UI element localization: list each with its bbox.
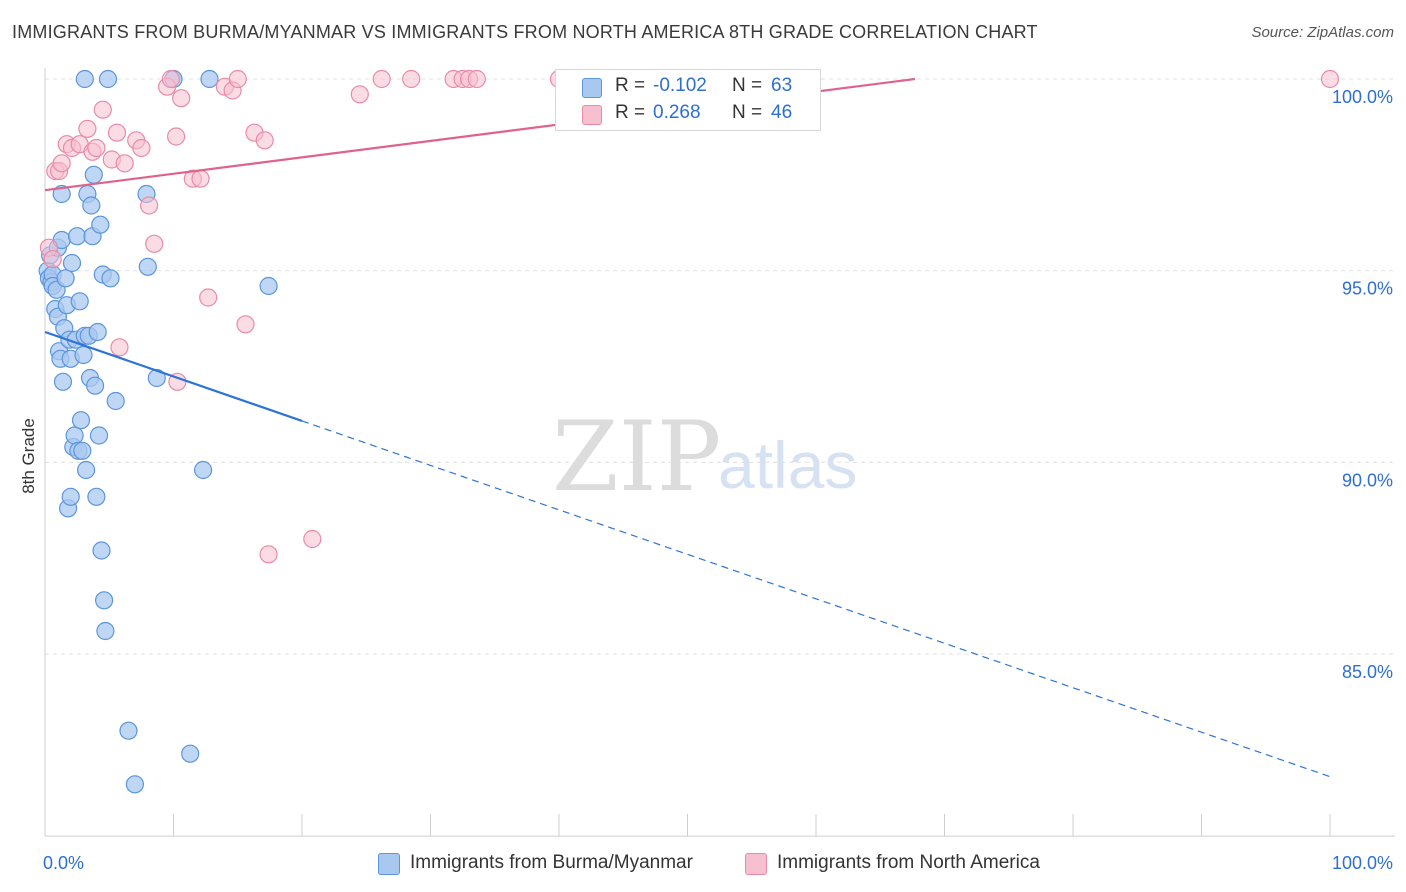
burma-point [96, 621, 115, 641]
axes [44, 68, 1395, 837]
r-label: R = [615, 102, 646, 123]
burma-point [88, 322, 107, 342]
axis-labels: 8th Grade 85.0% 90.0% 95.0% 100.0% 0.0% 100.0… [19, 87, 1393, 873]
north-america-point [372, 69, 391, 89]
north-america-point [115, 154, 134, 173]
burma-point [73, 441, 92, 460]
north-america-point [167, 127, 186, 146]
burma-point [194, 460, 213, 480]
burma-point [259, 276, 278, 296]
north-america-point [132, 138, 151, 158]
north-america-point [172, 89, 191, 108]
blue-swatch [582, 78, 602, 98]
legend-label: Immigrants from North America [777, 852, 1040, 873]
burma-point [138, 257, 157, 276]
burma-trend-line-dashed [301, 420, 1331, 778]
n-value: 46 [771, 102, 793, 123]
burma-point [87, 487, 106, 506]
north-america-point [350, 85, 369, 104]
burma-point [70, 292, 89, 311]
north-america-point [1320, 69, 1340, 89]
north-america-point [87, 138, 106, 158]
burma-point [82, 196, 101, 215]
burma-point [119, 721, 138, 740]
burma-point [91, 215, 110, 234]
north-america-point [93, 100, 112, 119]
burma-point [106, 391, 125, 411]
data-points [38, 69, 1340, 794]
burma-point [61, 487, 80, 506]
burma-point [94, 591, 114, 610]
burma-point [84, 165, 103, 184]
burma-point [56, 269, 75, 288]
north-america-point [236, 315, 255, 334]
north-america-point [191, 169, 210, 188]
burma-point [92, 541, 111, 560]
north-america-point [140, 196, 159, 215]
burma-point [89, 426, 109, 445]
north-america-point [467, 69, 486, 89]
north-america-point [107, 123, 127, 142]
burma-point [181, 744, 200, 763]
watermark-zip: ZIP [552, 401, 721, 513]
north-america-point [110, 338, 129, 357]
north-america-point [52, 154, 71, 173]
n-value: 63 [771, 75, 793, 96]
y-tick-label: 100.0% [1332, 87, 1393, 107]
burma-point [101, 269, 120, 288]
stats-legend: R = -0.102 N = 63 R = 0.268 N = 46 [555, 69, 821, 131]
legend-label: Immigrants from Burma/Myanmar [410, 852, 693, 873]
r-value: -0.102 [653, 75, 707, 96]
burma-trend-line [44, 330, 303, 422]
y-tick-label: 90.0% [1342, 470, 1393, 490]
x-tick-label: 100.0% [1332, 853, 1393, 873]
north-america-point [78, 119, 97, 138]
n-label: N = [732, 102, 763, 123]
north-america-point [402, 69, 421, 89]
north-america-point [255, 131, 274, 150]
n-label: N = [732, 75, 763, 96]
burma-point [52, 184, 71, 204]
north-america-point [259, 545, 278, 564]
north-america-point [199, 288, 218, 307]
north-america-point [145, 234, 164, 253]
x-tick-label: 0.0% [43, 853, 84, 873]
burma-point [62, 253, 82, 273]
north-america-point [303, 529, 322, 549]
burma-point [65, 426, 84, 445]
burma-point [200, 69, 219, 89]
burma-point [85, 376, 105, 395]
y-axis-label: 8th Grade [19, 418, 38, 494]
blue-swatch [378, 853, 400, 875]
watermark: ZIP atlas [552, 401, 857, 513]
r-label: R = [615, 75, 646, 96]
burma-point [98, 69, 118, 89]
watermark-atlas: atlas [718, 428, 857, 502]
burma-point [75, 69, 94, 89]
burma-point [147, 368, 166, 388]
burma-point [71, 411, 91, 430]
y-tick-label: 85.0% [1342, 662, 1393, 682]
burma-point [67, 227, 87, 246]
burma-point [74, 345, 93, 365]
pink-swatch [582, 105, 602, 125]
burma-point [125, 775, 144, 794]
burma-point [53, 372, 73, 391]
source-label: Source: ZipAtlas.com [1251, 24, 1394, 41]
y-tick-label: 95.0% [1342, 279, 1393, 299]
pink-swatch [745, 853, 767, 875]
chart-title: IMMIGRANTS FROM BURMA/MYANMAR VS IMMIGRA… [12, 22, 1038, 42]
burma-point [76, 460, 96, 480]
north-america-point [161, 69, 180, 89]
north-america-point [228, 69, 247, 89]
r-value: 0.268 [653, 102, 701, 123]
north-america-point [43, 250, 62, 269]
